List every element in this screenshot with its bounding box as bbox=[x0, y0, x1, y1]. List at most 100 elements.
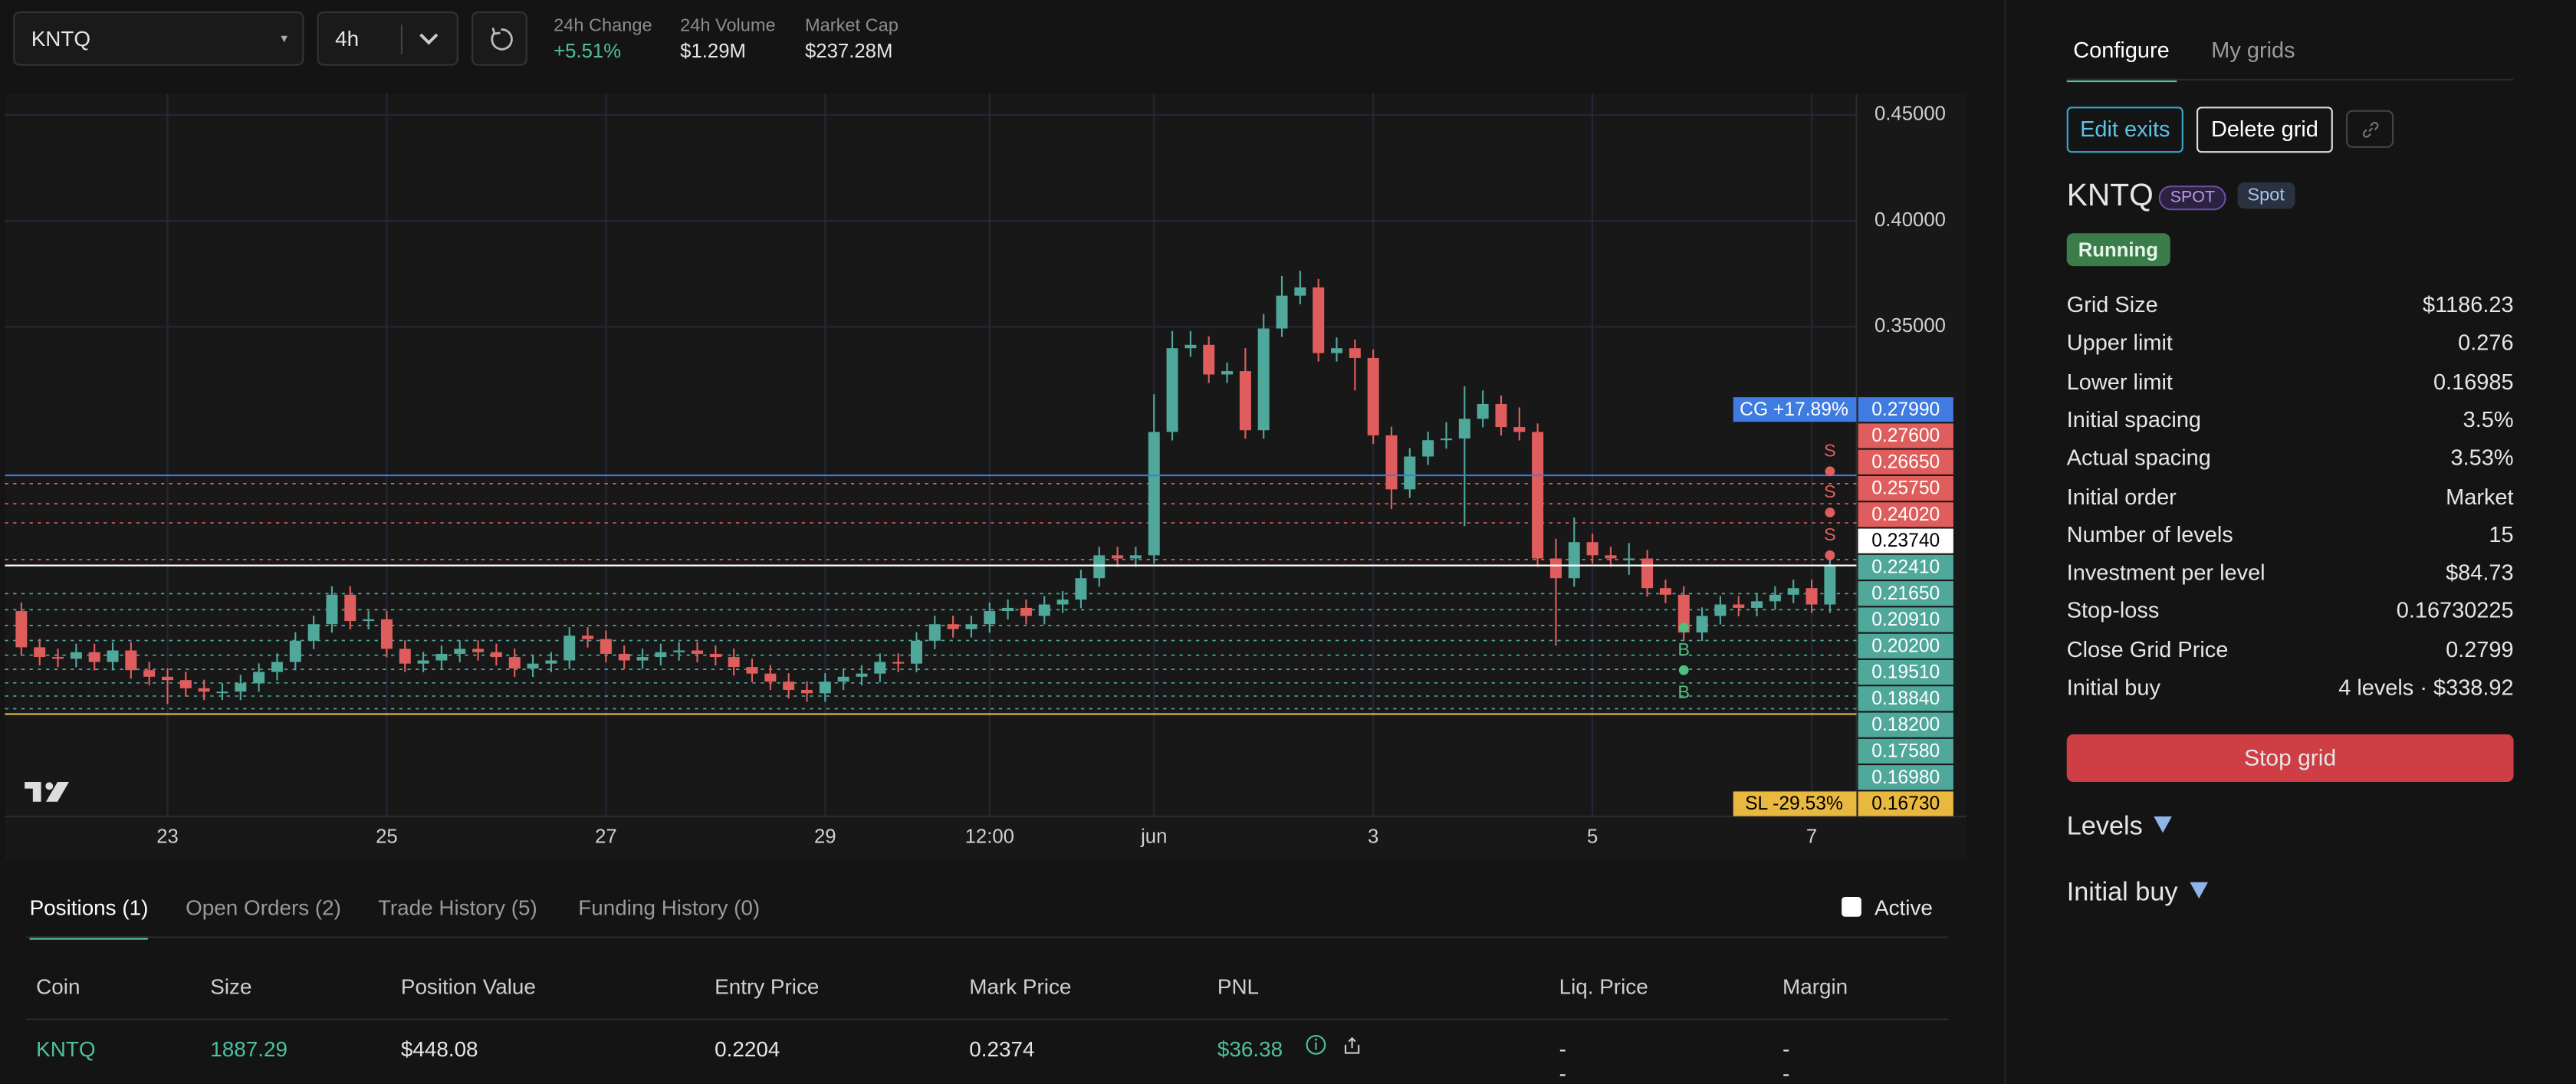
active-checkbox[interactable] bbox=[1842, 897, 1861, 917]
price-label-box bbox=[1858, 712, 1953, 737]
candle-body bbox=[253, 672, 265, 684]
candle-body bbox=[15, 611, 28, 648]
candle-body bbox=[545, 660, 557, 664]
candle-body bbox=[600, 639, 612, 654]
side-panel bbox=[2004, 0, 2576, 1084]
panel-row: Grid Size $1186.23 bbox=[2067, 292, 2514, 317]
price-label: 0.18840 bbox=[1871, 688, 1940, 709]
candle-body bbox=[1751, 601, 1763, 608]
button[interactable]: Delete grid bbox=[2196, 107, 2333, 153]
table-cell: $36.38 bbox=[1217, 1036, 1283, 1062]
x-tick-label: 25 bbox=[376, 826, 398, 848]
row-value: 4 levels · $338.92 bbox=[2338, 675, 2514, 700]
candle-body bbox=[655, 652, 667, 658]
candle-body bbox=[380, 619, 393, 649]
candle-body bbox=[1440, 439, 1452, 441]
x-tick-label: 12:00 bbox=[965, 826, 1014, 848]
caret: ▾ bbox=[281, 31, 288, 46]
price-label-box bbox=[1858, 738, 1953, 764]
column-header: Size bbox=[210, 974, 252, 999]
candle-body bbox=[1385, 435, 1398, 490]
refresh-icon bbox=[491, 28, 513, 51]
candle-body bbox=[947, 624, 959, 629]
candle-body bbox=[1806, 588, 1818, 605]
link-button[interactable] bbox=[2346, 110, 2394, 148]
candle-body bbox=[344, 594, 356, 622]
table-cell: -- bbox=[1559, 1036, 1566, 1084]
row-value: 0.16730225 bbox=[2396, 598, 2514, 623]
stat-label: 24h Change bbox=[554, 16, 652, 37]
candle-body bbox=[928, 624, 941, 641]
candle-body bbox=[70, 652, 82, 659]
candle-body bbox=[1184, 344, 1197, 349]
row-label: Close Grid Price bbox=[2066, 636, 2229, 662]
badge: Spot bbox=[2237, 182, 2295, 209]
tab[interactable]: Funding History (0) bbox=[578, 895, 761, 920]
row-value: Market bbox=[2446, 484, 2514, 509]
candle-body bbox=[618, 653, 630, 661]
tab[interactable]: Configure bbox=[2066, 38, 2177, 83]
row-label: Initial spacing bbox=[2066, 407, 2202, 432]
row-value: 0.16985 bbox=[2433, 369, 2514, 394]
candle-body bbox=[235, 683, 247, 692]
row-value: $1186.23 bbox=[2423, 292, 2514, 317]
row-label: Initial buy bbox=[2066, 675, 2160, 700]
candle-body bbox=[892, 662, 905, 664]
refresh-button[interactable] bbox=[472, 11, 527, 66]
candle-body bbox=[673, 650, 685, 652]
candle-body bbox=[800, 689, 813, 694]
candle-body bbox=[508, 657, 521, 669]
price-label: 0.20910 bbox=[1871, 609, 1940, 630]
candle-body bbox=[1002, 607, 1014, 612]
symbol: KNTQ bbox=[31, 26, 91, 51]
button[interactable]: Edit exits bbox=[2066, 107, 2183, 153]
candle-body bbox=[856, 673, 868, 677]
interval: 4h bbox=[335, 26, 360, 51]
x-tick-label: 7 bbox=[1806, 826, 1817, 848]
candle-body bbox=[965, 624, 978, 629]
row-label: Grid Size bbox=[2066, 292, 2158, 317]
price-label: 0.24020 bbox=[1871, 504, 1940, 525]
candle-body bbox=[984, 611, 996, 625]
price-label: 0.26650 bbox=[1871, 452, 1940, 472]
y-tick-label: 0.35000 bbox=[1875, 315, 1946, 337]
levels-section[interactable]: Levels bbox=[2067, 813, 2176, 843]
header-divider bbox=[26, 1018, 1949, 1020]
candle-body bbox=[1313, 287, 1325, 353]
panel-row: Investment per level $84.73 bbox=[2067, 560, 2514, 585]
x-tick-label: 5 bbox=[1587, 826, 1598, 848]
price-label: 0.16980 bbox=[1871, 767, 1940, 788]
tab[interactable]: Trade History (5) bbox=[377, 895, 537, 920]
row-value: 0.2799 bbox=[2446, 636, 2514, 662]
table-cell: $448.08 bbox=[400, 1036, 478, 1062]
tabs-divider bbox=[26, 936, 1949, 938]
row-value: 3.5% bbox=[2463, 407, 2514, 432]
candle-body bbox=[564, 636, 576, 661]
initial-buy-section[interactable]: Initial buy bbox=[2067, 879, 2211, 908]
tab[interactable]: Positions (1) bbox=[29, 895, 149, 940]
candle-body bbox=[1495, 403, 1507, 428]
interval-select[interactable]: 4h bbox=[317, 11, 458, 66]
stat-value: $237.28M bbox=[805, 39, 893, 63]
candle-body bbox=[1677, 594, 1690, 632]
candle-body bbox=[88, 652, 100, 662]
candle-body bbox=[1532, 432, 1544, 559]
y-tick-label: 0.40000 bbox=[1875, 209, 1946, 231]
stop-button[interactable]: Stop grid bbox=[2066, 734, 2514, 782]
fill-dot bbox=[1678, 622, 1689, 633]
candle-body bbox=[1257, 328, 1270, 431]
candle-body bbox=[874, 662, 886, 674]
y-tick-label: 0.45000 bbox=[1875, 103, 1946, 125]
candle-body bbox=[1641, 558, 1654, 589]
status-badge: Running bbox=[2066, 233, 2170, 267]
tab[interactable]: Open Orders (2) bbox=[186, 895, 341, 920]
stat: 24h Change +5.51% bbox=[554, 16, 652, 62]
fill-label: B bbox=[1677, 639, 1690, 659]
symbol-select[interactable]: KNTQ ▾ bbox=[13, 11, 304, 66]
price-label-box bbox=[1858, 581, 1953, 606]
row-value: $84.73 bbox=[2446, 560, 2514, 586]
candle-body bbox=[709, 653, 721, 658]
x-tick-label: 29 bbox=[814, 826, 836, 848]
row-value: 0.276 bbox=[2458, 330, 2514, 356]
tab[interactable]: My grids bbox=[2211, 38, 2295, 63]
